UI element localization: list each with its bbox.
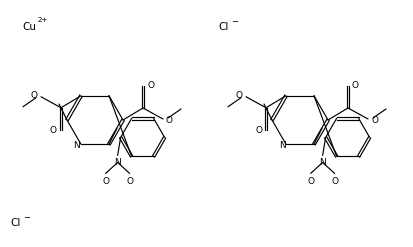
Text: −: − — [231, 17, 238, 26]
Text: O: O — [307, 177, 314, 186]
Text: O: O — [102, 177, 109, 186]
Text: O: O — [331, 177, 338, 186]
Text: O: O — [236, 91, 243, 100]
Text: N: N — [319, 158, 326, 167]
Text: O: O — [371, 116, 378, 124]
Text: N: N — [74, 141, 81, 150]
Text: N: N — [114, 158, 121, 167]
Text: −: − — [23, 213, 30, 222]
Text: 2+: 2+ — [38, 17, 48, 23]
Text: O: O — [126, 177, 133, 186]
Text: O: O — [166, 116, 173, 124]
Text: Cl: Cl — [218, 22, 228, 32]
Text: O: O — [147, 81, 154, 89]
Text: O: O — [255, 126, 262, 135]
Text: Cl: Cl — [10, 218, 20, 228]
Text: O: O — [352, 81, 359, 89]
Text: N: N — [279, 141, 285, 150]
Text: O: O — [50, 126, 57, 135]
Text: Cu: Cu — [22, 22, 36, 32]
Text: O: O — [31, 91, 38, 100]
